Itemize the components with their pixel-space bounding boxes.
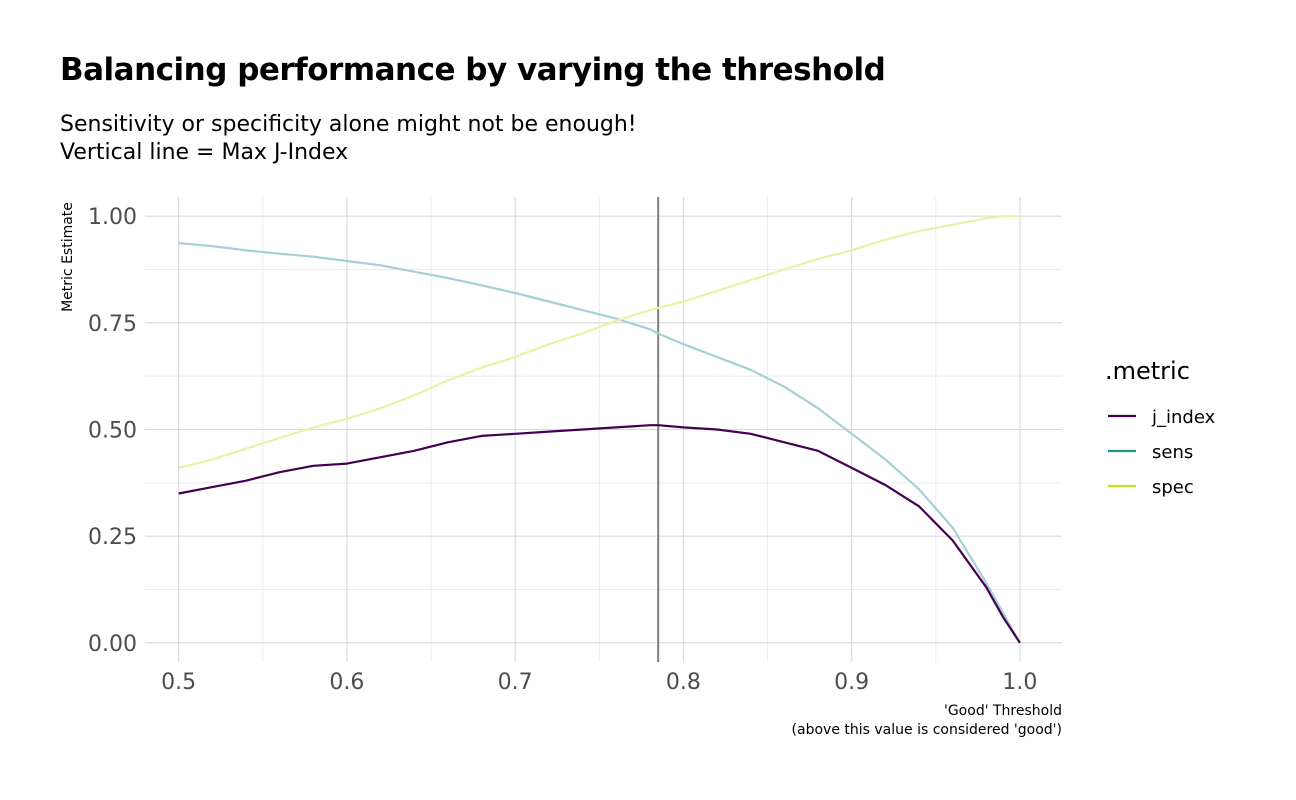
x-axis-title-line-2: (above this value is considered 'good') xyxy=(792,722,1062,738)
y-tick-label: 1.00 xyxy=(88,205,137,230)
legend-label-j_index: j_index xyxy=(1151,407,1216,428)
y-tick-label: 0.75 xyxy=(88,312,137,337)
y-axis-title: Metric Estimate xyxy=(60,202,76,312)
x-tick-label: 0.5 xyxy=(161,670,196,695)
subtitle-line-2: Vertical line = Max J-Index xyxy=(60,140,349,165)
x-tick-label: 1.0 xyxy=(1002,670,1037,695)
series-line-spec xyxy=(178,215,1020,469)
legend-label-spec: spec xyxy=(1152,477,1194,498)
grid xyxy=(145,197,1062,662)
y-tick-label: 0.50 xyxy=(88,419,137,444)
legend-title: .metric xyxy=(1105,357,1190,385)
y-tick-label: 0.25 xyxy=(88,525,137,550)
series-line-j_index xyxy=(178,424,1021,644)
x-axis-ticks: 0.5 0.6 0.7 0.8 0.9 1.0 xyxy=(161,670,1037,695)
chart-title: Balancing performance by varying the thr… xyxy=(60,52,886,88)
chart-subtitle: Sensitivity or specificity alone might n… xyxy=(60,111,637,167)
y-tick-label: 0.00 xyxy=(88,632,137,657)
series-line-sens xyxy=(178,242,1021,644)
series-lines xyxy=(178,215,1021,644)
x-tick-label: 0.9 xyxy=(834,670,869,695)
subtitle-line-1: Sensitivity or specificity alone might n… xyxy=(60,112,637,137)
legend-label-sens: sens xyxy=(1152,442,1193,463)
x-axis-title-line-1: 'Good' Threshold xyxy=(944,703,1062,719)
x-tick-label: 0.8 xyxy=(666,670,701,695)
x-tick-label: 0.6 xyxy=(329,670,364,695)
x-tick-label: 0.7 xyxy=(498,670,533,695)
y-axis-ticks: 0.00 0.25 0.50 0.75 1.00 xyxy=(88,205,137,657)
